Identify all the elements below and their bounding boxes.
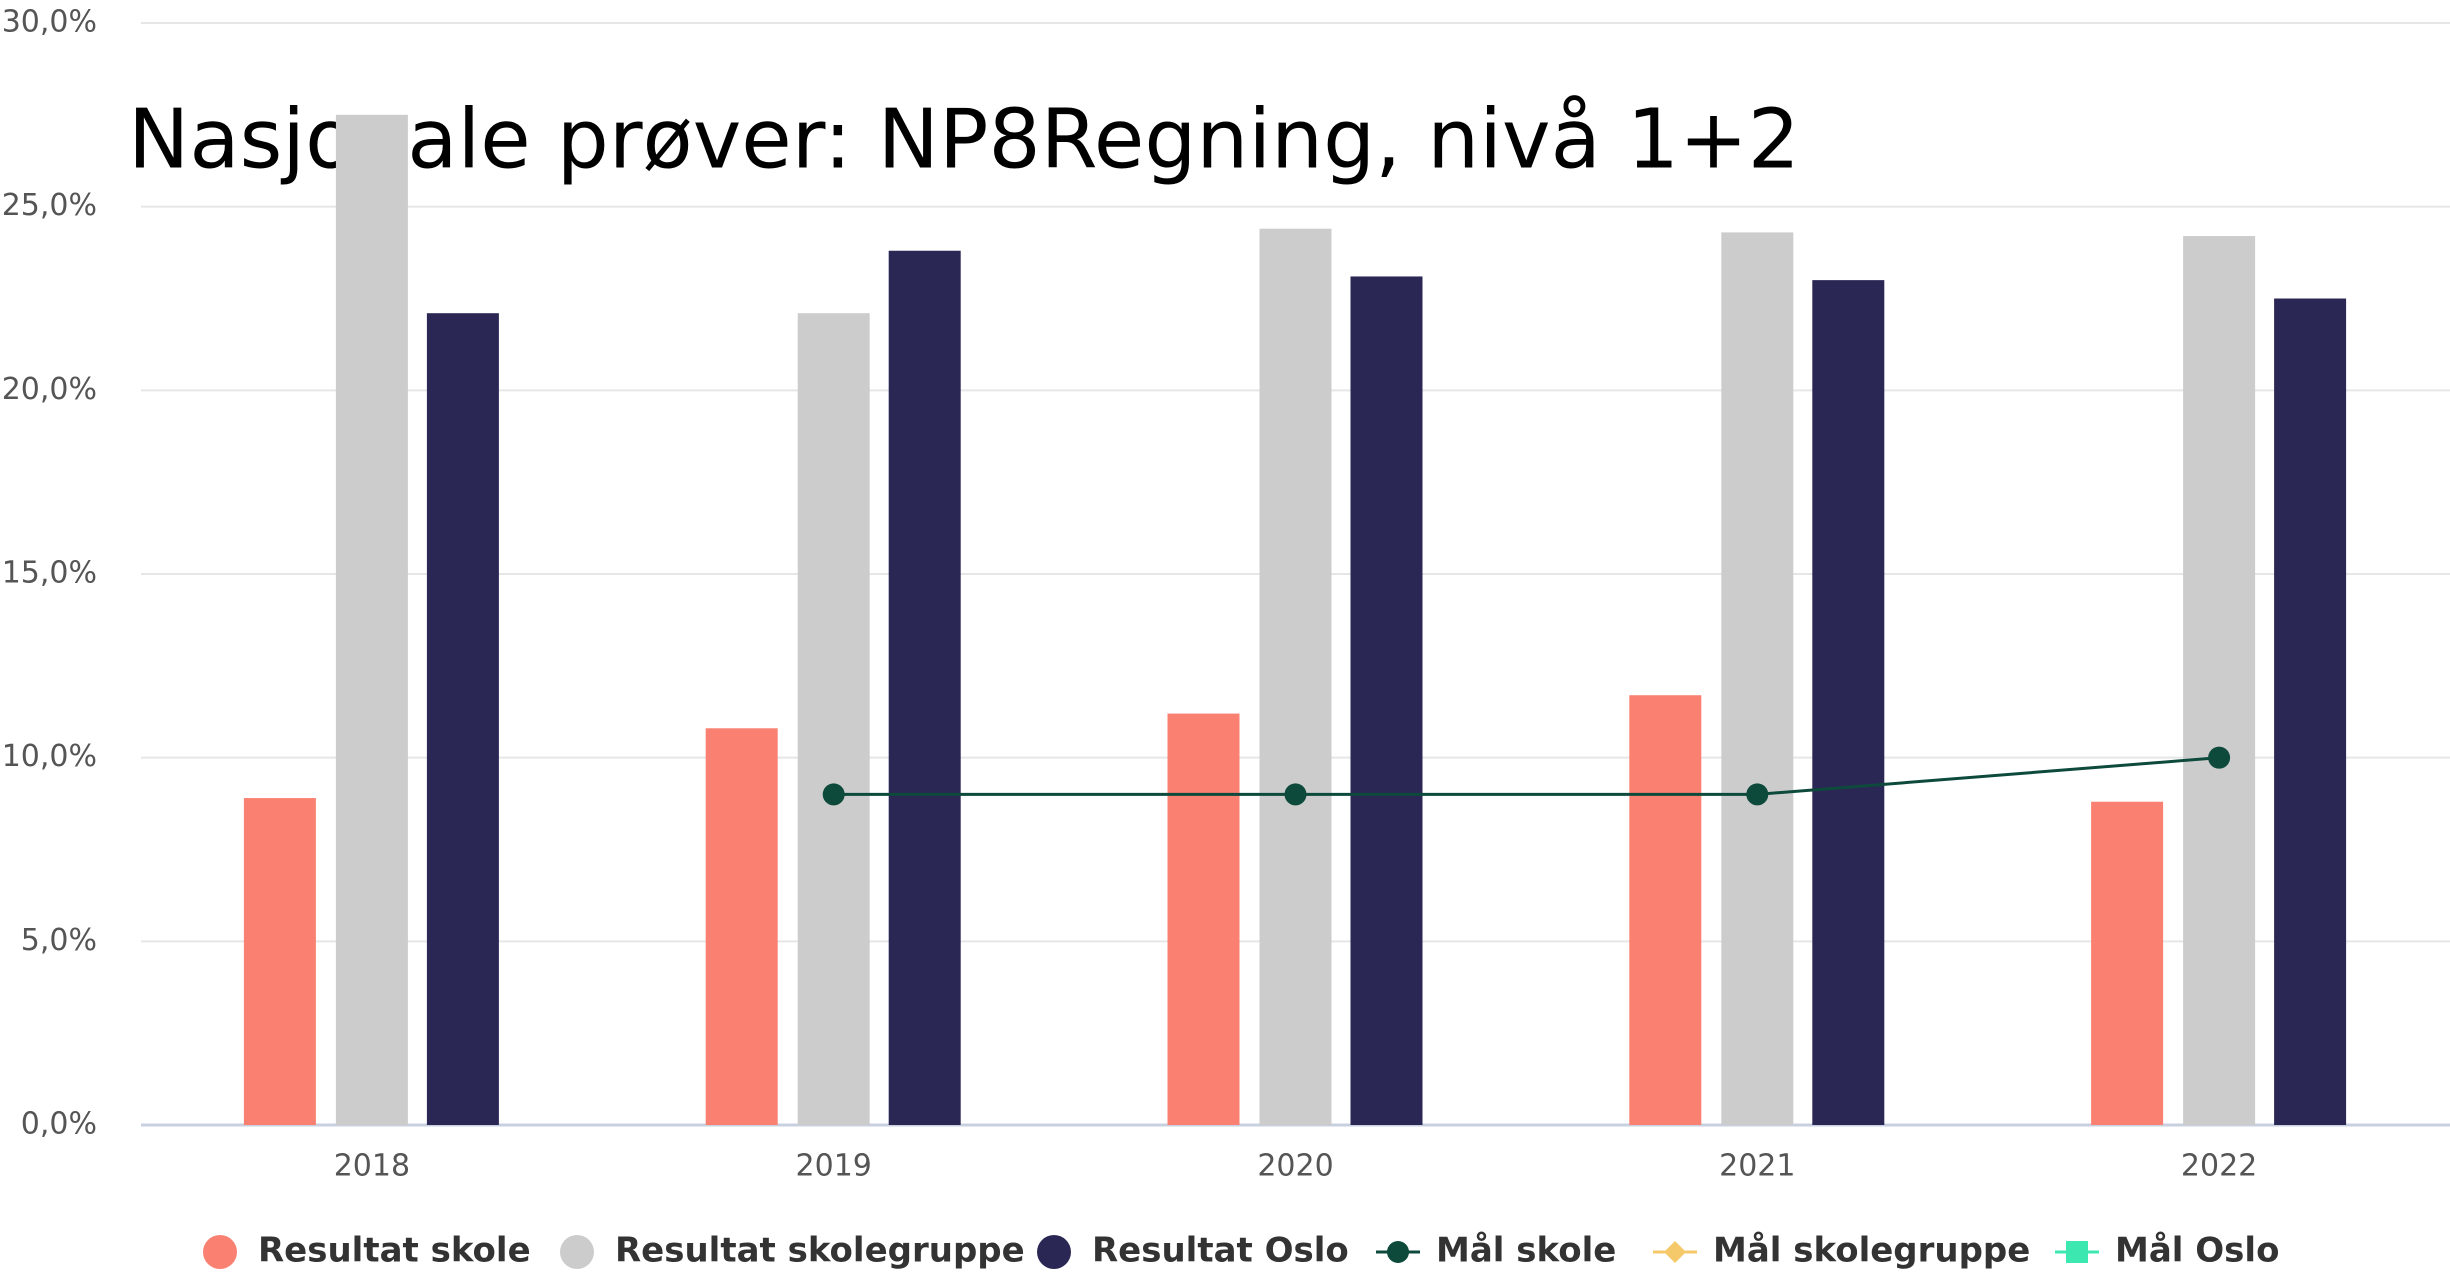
bar xyxy=(243,798,316,1125)
legend-label: Resultat skolegruppe xyxy=(615,1231,1025,1271)
bar xyxy=(2183,236,2256,1125)
y-tick-label: 5,0% xyxy=(21,923,97,958)
legend-label: Mål Oslo xyxy=(2115,1231,2279,1271)
bar xyxy=(2091,801,2164,1125)
bar xyxy=(1167,713,1240,1125)
x-tick-label: 2019 xyxy=(796,1149,872,1184)
bar xyxy=(1350,276,1423,1126)
x-tick-label: 2021 xyxy=(1719,1149,1795,1184)
bar xyxy=(1721,232,1794,1125)
y-tick-label: 0,0% xyxy=(21,1107,97,1142)
legend-label: Mål skolegruppe xyxy=(1713,1231,2030,1271)
line xyxy=(833,756,2220,796)
legend-swatch xyxy=(2066,1241,2088,1263)
y-tick-label: 10,0% xyxy=(2,739,97,774)
legend-swatch xyxy=(1387,1241,1409,1263)
legend-label: Resultat skole xyxy=(258,1231,531,1271)
legend-label: Resultat Oslo xyxy=(1092,1231,1349,1271)
bar xyxy=(426,313,499,1125)
bar xyxy=(705,728,778,1125)
bar xyxy=(1629,695,1702,1125)
bar xyxy=(335,114,408,1126)
line-marker xyxy=(1284,783,1307,806)
x-tick-label: 2022 xyxy=(2181,1149,2257,1184)
legend-swatch xyxy=(1664,1241,1686,1263)
line-marker xyxy=(1746,783,1769,806)
line-marker xyxy=(822,783,845,806)
bar xyxy=(797,313,870,1125)
y-tick-label: 30,0% xyxy=(2,5,97,40)
x-tick-label: 2018 xyxy=(334,1149,410,1184)
bar xyxy=(888,250,961,1125)
line-marker xyxy=(2208,746,2231,769)
y-tick-label: 15,0% xyxy=(2,556,97,591)
legend-swatch xyxy=(560,1235,594,1269)
legend-swatch xyxy=(203,1235,237,1269)
x-tick-label: 2020 xyxy=(1257,1149,1333,1184)
y-tick-label: 20,0% xyxy=(2,372,97,407)
legend-label: Mål skole xyxy=(1436,1231,1616,1271)
bar xyxy=(1812,280,1885,1126)
y-tick-label: 25,0% xyxy=(2,188,97,223)
legend-swatch xyxy=(1037,1235,1071,1269)
bar xyxy=(1259,228,1332,1125)
bar xyxy=(2274,298,2347,1125)
